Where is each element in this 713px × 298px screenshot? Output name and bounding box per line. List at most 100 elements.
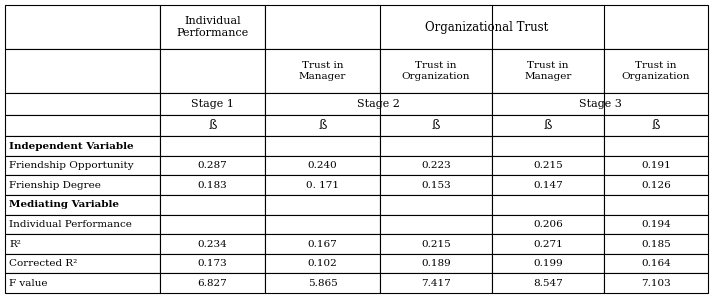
Bar (160, 195, 265, 215)
Bar (265, 176, 380, 195)
Text: 0.191: 0.191 (641, 161, 671, 170)
Bar (604, 195, 708, 215)
Text: 0.199: 0.199 (533, 259, 563, 268)
Text: ß: ß (544, 119, 552, 132)
Bar (265, 273, 380, 293)
Text: 0.194: 0.194 (641, 220, 671, 229)
Bar (604, 176, 708, 195)
Bar (5, 195, 160, 215)
Bar (604, 234, 708, 254)
Bar (265, 136, 380, 156)
Bar (492, 234, 604, 254)
Text: 0.147: 0.147 (533, 181, 563, 190)
Bar (5, 273, 160, 293)
Text: F value: F value (9, 279, 48, 288)
Bar (604, 115, 708, 136)
Text: 0.240: 0.240 (307, 161, 337, 170)
Text: 0.126: 0.126 (641, 181, 671, 190)
Text: 5.865: 5.865 (307, 279, 337, 288)
Text: Mediating Variable: Mediating Variable (9, 200, 119, 209)
Text: Stage 3: Stage 3 (578, 99, 622, 109)
Text: 0.102: 0.102 (307, 259, 337, 268)
Bar (160, 215, 265, 234)
Text: 0.164: 0.164 (641, 259, 671, 268)
Text: Trust in
Manager: Trust in Manager (299, 61, 347, 81)
Text: 0.223: 0.223 (421, 161, 451, 170)
Bar (5, 234, 160, 254)
Bar (265, 215, 380, 234)
Text: 8.547: 8.547 (533, 279, 563, 288)
Text: 0.153: 0.153 (421, 181, 451, 190)
Bar (380, 195, 492, 215)
Text: ß: ß (432, 119, 440, 132)
Bar (5, 93, 160, 115)
Text: 0.215: 0.215 (421, 240, 451, 249)
Bar (604, 215, 708, 234)
Text: ß: ß (652, 119, 660, 132)
Bar (160, 156, 265, 176)
Bar (492, 156, 604, 176)
Text: Stage 1: Stage 1 (191, 99, 234, 109)
Text: 0.183: 0.183 (198, 181, 227, 190)
Text: 0.185: 0.185 (641, 240, 671, 249)
Bar (160, 176, 265, 195)
Bar (492, 176, 604, 195)
Bar (160, 136, 265, 156)
Bar (265, 156, 380, 176)
Bar (265, 5, 708, 49)
Text: 7.417: 7.417 (421, 279, 451, 288)
Text: Independent Variable: Independent Variable (9, 142, 133, 150)
Bar (380, 176, 492, 195)
Bar (160, 273, 265, 293)
Bar (492, 49, 604, 93)
Text: 0.287: 0.287 (198, 161, 227, 170)
Bar (380, 254, 492, 273)
Text: 0.271: 0.271 (533, 240, 563, 249)
Bar (5, 49, 160, 93)
Text: 0.189: 0.189 (421, 259, 451, 268)
Text: 0. 171: 0. 171 (306, 181, 339, 190)
Text: Trust in
Organization: Trust in Organization (401, 61, 471, 81)
Text: Trust in
Organization: Trust in Organization (622, 61, 690, 81)
Bar (265, 234, 380, 254)
Bar (380, 273, 492, 293)
Text: R²: R² (9, 240, 21, 249)
Bar (604, 273, 708, 293)
Bar (265, 115, 380, 136)
Bar (492, 273, 604, 293)
Text: Frienship Degree: Frienship Degree (9, 181, 101, 190)
Bar (265, 49, 380, 93)
Text: Trust in
Manager: Trust in Manager (524, 61, 572, 81)
Bar (265, 93, 492, 115)
Bar (604, 136, 708, 156)
Bar (380, 234, 492, 254)
Text: 6.827: 6.827 (198, 279, 227, 288)
Bar (380, 49, 492, 93)
Bar (492, 195, 604, 215)
Text: 7.103: 7.103 (641, 279, 671, 288)
Text: 0.234: 0.234 (198, 240, 227, 249)
Text: 0.206: 0.206 (533, 220, 563, 229)
Text: Organizational Trust: Organizational Trust (425, 21, 548, 34)
Bar (265, 195, 380, 215)
Text: 0.173: 0.173 (198, 259, 227, 268)
Bar (492, 254, 604, 273)
Bar (380, 156, 492, 176)
Text: ß: ß (208, 119, 217, 132)
Bar (160, 115, 265, 136)
Bar (604, 156, 708, 176)
Bar (5, 215, 160, 234)
Bar (492, 93, 708, 115)
Bar (380, 136, 492, 156)
Bar (380, 115, 492, 136)
Text: 0.215: 0.215 (533, 161, 563, 170)
Bar (160, 234, 265, 254)
Text: ß: ß (318, 119, 327, 132)
Bar (380, 215, 492, 234)
Bar (5, 5, 160, 49)
Bar (5, 156, 160, 176)
Bar (604, 254, 708, 273)
Bar (160, 49, 265, 93)
Bar (160, 254, 265, 273)
Bar (492, 136, 604, 156)
